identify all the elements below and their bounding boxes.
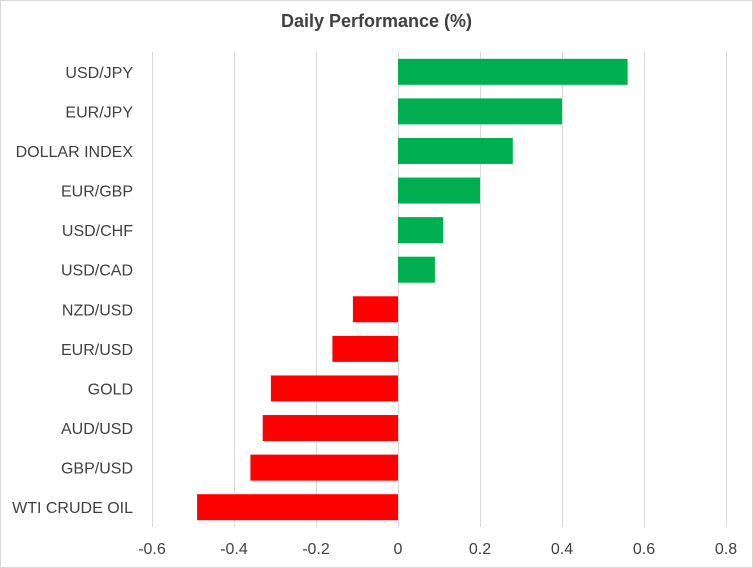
x-tick-label: -0.6 [138, 541, 166, 558]
bar-usd-chf [398, 217, 444, 244]
category-label-eur-usd: EUR/USD [61, 342, 133, 359]
category-label-wti-crude-oil: WTI CRUDE OIL [12, 500, 133, 517]
bar-nzd-usd [352, 296, 398, 323]
category-label-gold: GOLD [88, 381, 133, 398]
category-label-usd-chf: USD/CHF [62, 223, 133, 240]
category-label-eur-jpy: EUR/JPY [65, 104, 133, 121]
x-tick-label: 0 [394, 541, 403, 558]
x-tick-label: 0.4 [551, 541, 573, 558]
bar-eur-gbp [398, 177, 480, 204]
category-label-usd-cad: USD/CAD [61, 263, 133, 280]
bar-aud-usd [262, 415, 398, 442]
x-axis-tick-labels: -0.6 -0.4 -0.2 0 0.2 0.4 0.6 0.8 [138, 541, 737, 558]
x-tick-label: -0.2 [302, 541, 330, 558]
category-label-dollar-index: DOLLAR INDEX [16, 144, 134, 161]
x-tick-label: -0.4 [220, 541, 248, 558]
bar-gold [270, 375, 398, 402]
bar-eur-usd [332, 335, 398, 362]
bars [197, 58, 628, 521]
bar-wti-crude-oil [197, 494, 398, 521]
bar-dollar-index [398, 137, 513, 164]
category-label-usd-jpy: USD/JPY [65, 65, 133, 82]
bar-usd-jpy [398, 58, 628, 85]
category-label-nzd-usd: NZD/USD [62, 302, 133, 319]
x-tick-label: 0.6 [633, 541, 655, 558]
category-label-aud-usd: AUD/USD [61, 421, 133, 438]
bar-usd-cad [398, 256, 435, 283]
x-tick-label: 0.2 [469, 541, 491, 558]
x-tick-label: 0.8 [715, 541, 737, 558]
gridlines [152, 52, 727, 527]
category-label-eur-gbp: EUR/GBP [61, 184, 133, 201]
category-labels: USD/JPY EUR/JPY DOLLAR INDEX EUR/GBP USD/CHF… [12, 65, 133, 517]
bar-gbp-usd [250, 454, 398, 481]
chart-title: Daily Performance (%) [280, 11, 473, 31]
category-label-gbp-usd: GBP/USD [61, 461, 133, 478]
bar-eur-jpy [398, 98, 562, 125]
